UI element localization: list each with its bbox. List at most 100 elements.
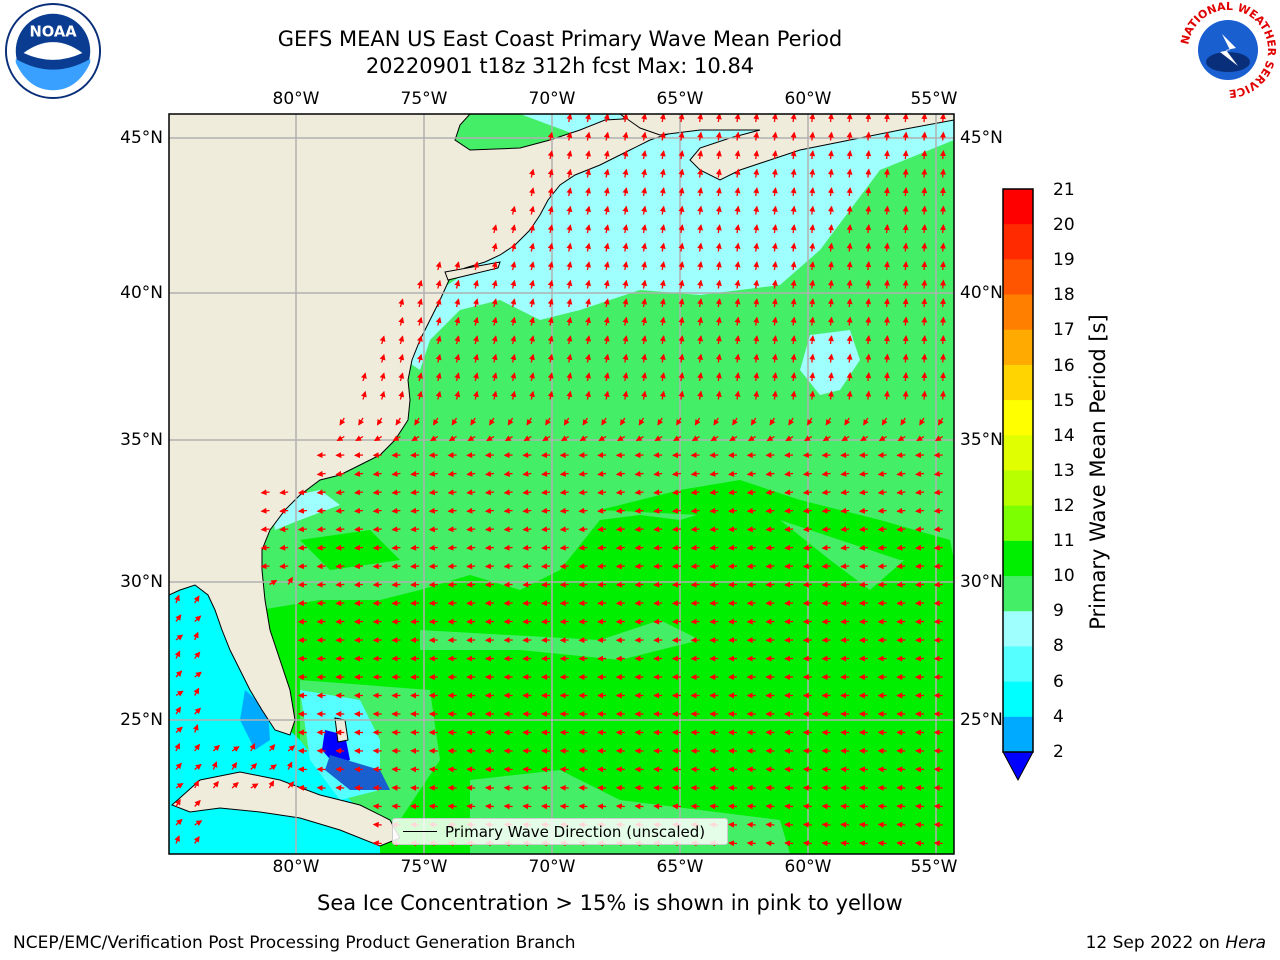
wave-direction-arrow: [784, 544, 794, 551]
wave-direction-arrow: [784, 470, 794, 477]
wave-direction-arrow: [484, 544, 494, 551]
wave-direction-arrow: [603, 205, 610, 215]
wave-direction-arrow: [622, 335, 629, 345]
colorbar-band: [1003, 189, 1033, 225]
wave-direction-arrow: [417, 279, 423, 289]
wave-direction-arrow: [659, 298, 666, 308]
wave-direction-arrow: [821, 470, 831, 477]
wave-direction-arrow: [582, 417, 589, 426]
wave-direction-arrow: [435, 316, 442, 326]
wave-direction-arrow: [231, 761, 238, 770]
wave-direction-arrow: [821, 489, 831, 496]
wave-direction-arrow: [771, 205, 778, 215]
wave-direction-arrow: [622, 372, 629, 382]
wave-direction-arrow: [790, 372, 797, 382]
wave-direction-arrow: [846, 261, 853, 271]
wave-direction-arrow: [510, 242, 517, 252]
wave-direction-arrow: [603, 335, 610, 345]
wave-direction-arrow: [641, 298, 648, 308]
wave-direction-arrow: [358, 417, 364, 426]
wave-direction-arrow: [877, 470, 887, 477]
wave-direction-arrow: [729, 435, 738, 442]
wave-direction-arrow: [921, 372, 928, 382]
wave-direction-arrow: [529, 187, 535, 197]
wave-direction-arrow: [784, 507, 794, 514]
colorbar-tick: 2: [1053, 742, 1064, 762]
wave-direction-arrow: [671, 526, 681, 533]
wave-direction-arrow: [678, 205, 685, 215]
wave-direction-arrow: [827, 298, 834, 308]
wave-direction-arrow: [473, 335, 479, 345]
wave-direction-arrow: [175, 670, 183, 678]
colorbar-band: [1003, 716, 1033, 753]
wave-direction-arrow: [915, 821, 925, 828]
wave-direction-arrow: [883, 261, 890, 271]
wave-direction-arrow: [585, 131, 591, 141]
wave-direction-arrow: [615, 507, 625, 514]
wave-direction-arrow: [585, 335, 591, 345]
wave-direction-arrow: [391, 507, 401, 514]
colorbar-band: [1003, 259, 1033, 296]
wave-direction-arrow: [865, 316, 872, 326]
wave-direction-arrow: [790, 298, 797, 308]
wave-direction-arrow: [526, 417, 533, 426]
wave-direction-arrow: [638, 417, 645, 426]
wave-direction-arrow: [491, 224, 498, 234]
wave-direction-arrow: [316, 507, 326, 514]
colorbar-tick: 6: [1053, 672, 1064, 692]
wave-direction-arrow: [865, 224, 872, 234]
wave-direction-arrow: [175, 634, 184, 641]
wave-direction-arrow: [372, 507, 382, 514]
wave-direction-arrow: [473, 353, 479, 363]
chart-title: GEFS MEAN US East Coast Primary Wave Mea…: [277, 27, 843, 51]
wave-direction-arrow: [653, 544, 663, 551]
wave-direction-arrow: [809, 131, 816, 141]
wave-direction-arrow: [865, 390, 872, 400]
wave-direction-arrow: [447, 507, 457, 514]
wave-direction-arrow: [734, 187, 741, 197]
wave-direction-arrow: [659, 114, 666, 123]
wave-direction-arrow: [939, 131, 946, 141]
land-north-america: [169, 114, 701, 736]
wave-direction-arrow: [547, 353, 554, 363]
wave-direction-arrow: [865, 353, 872, 363]
wave-direction-arrow: [316, 470, 326, 477]
wave-direction-arrow: [827, 150, 834, 160]
wave-direction-arrow: [809, 261, 816, 271]
wave-direction-arrow: [175, 614, 182, 622]
wave-direction-arrow: [709, 489, 719, 496]
wave-direction-arrow: [921, 242, 928, 252]
wave-direction-arrow: [473, 372, 479, 382]
wave-direction-arrow: [268, 780, 275, 789]
wave-direction-arrow: [559, 507, 569, 514]
wave-direction-arrow: [659, 131, 666, 141]
lon-label-top-70w: 70°W: [528, 89, 576, 109]
wave-direction-arrow: [865, 298, 872, 308]
wave-direction-arrow: [809, 205, 816, 215]
wave-direction-arrow: [771, 150, 778, 160]
wave-direction-arrow: [821, 526, 831, 533]
wave-direction-arrow: [566, 150, 573, 160]
wave-direction-arrow: [902, 390, 909, 400]
period-zone-8-9-blob: [800, 330, 860, 395]
wave-direction-arrow: [865, 150, 872, 160]
wave-direction-arrow: [821, 507, 831, 514]
lat-label-right-25n: 25°N: [960, 710, 1003, 730]
wave-direction-arrow: [335, 526, 345, 533]
wave-direction-arrow: [734, 390, 741, 400]
wave-direction-arrow: [896, 507, 906, 514]
map-frame: [168, 113, 955, 855]
wave-direction-arrow: [753, 168, 760, 178]
wave-direction-arrow: [447, 563, 457, 570]
wave-direction-arrow: [697, 335, 704, 345]
wave-direction-arrow: [545, 417, 551, 426]
wave-direction-arrow: [622, 131, 629, 141]
wave-direction-arrow: [883, 187, 890, 197]
wave-direction-arrow: [827, 316, 834, 326]
wave-direction-arrow: [541, 526, 551, 533]
wave-direction-arrow: [659, 279, 666, 289]
wave-direction-arrow: [578, 544, 588, 551]
wave-direction-arrow: [858, 544, 868, 551]
colorbar-tick: 15: [1053, 391, 1075, 411]
noaa-logo-text: NOAA: [29, 23, 77, 40]
